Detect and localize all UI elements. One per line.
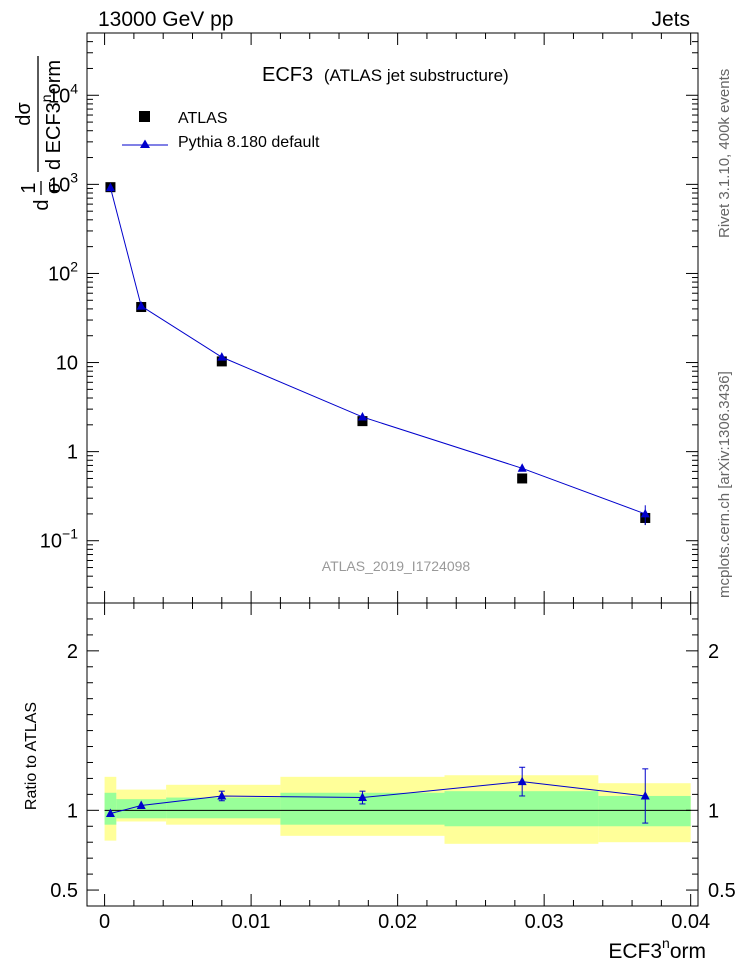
atlas-data-point [517, 473, 528, 484]
legend-pythia-marker [140, 139, 150, 148]
main-y-tick-label: 10 [56, 353, 78, 375]
ratio-series-line [110, 781, 646, 814]
ylabel-denominator: d ECF3norm [38, 60, 65, 170]
ratio-data-point [640, 790, 650, 800]
pythia-data-point [217, 352, 227, 361]
legend-atlas-marker [139, 111, 150, 122]
main-y-tick-label: 103 [48, 169, 78, 196]
ratio-y-tick-label-right: 0.5 [708, 880, 736, 902]
ratio-y-tick-label-right: 1 [708, 800, 719, 822]
ratio-data-point [217, 790, 227, 800]
pythia-data-point [105, 182, 115, 192]
rivet-version-note: Rivet 3.1.10, 400k events [716, 68, 733, 238]
ratio-plot: 0 0.01 0.02 0.03 0.04 0.5 0.5 1 1 2 2 Ratio to ATLA… [23, 602, 736, 963]
analysis-watermark: ATLAS_2019_I1724098 [322, 558, 471, 574]
ratio-plot-frame [86, 602, 699, 907]
legend-pythia-label: Pythia 8.180 default [178, 134, 320, 151]
atlas-data-point [357, 416, 368, 427]
ratio-data-point [517, 776, 527, 786]
ratio-uncertainty-band-inner [166, 797, 281, 819]
pythia-data-point [136, 301, 146, 310]
x-tick-label: 0.02 [378, 911, 417, 933]
main-y-tick-label: 10−1 [40, 526, 78, 553]
ratio-y-axis-label: Ratio to ATLAS [23, 702, 40, 810]
pythia-data-point [640, 508, 650, 518]
ratio-y-tick-label: 2 [67, 641, 78, 663]
x-tick-label: 0.01 [232, 911, 271, 933]
main-y-tick-label: 102 [48, 258, 78, 285]
ratio-y-tick-label: 0.5 [50, 880, 78, 902]
ylabel-one: 1 [18, 182, 40, 193]
pythia-data-point [357, 411, 367, 421]
main-y-tick-label: 1 [67, 442, 78, 464]
ylabel-outer-d: d [31, 199, 53, 210]
main-y-tick-label: 104 [48, 80, 78, 107]
mcplots-reference-note: mcplots.cern.ch [arXiv:1306.3436] [716, 371, 733, 598]
x-tick-label: 0.04 [671, 911, 710, 933]
ratio-data-point [136, 800, 146, 810]
x-tick-label: 0 [99, 911, 110, 933]
pythia-series-line [109, 187, 646, 515]
main-y-axis-label: d 1 σ dσ d ECF3norm [13, 56, 65, 211]
ylabel-numerator: dσ [13, 102, 35, 126]
ratio-uncertainty-band-inner [598, 795, 691, 827]
header-observable-group: Jets [651, 8, 690, 31]
ratio-y-tick-label: 1 [67, 800, 78, 822]
ratio-data-point [105, 808, 115, 818]
header-process: 13000 GeV pp [98, 8, 234, 31]
ratio-y-tick-label-right: 2 [708, 641, 719, 663]
x-axis-label: ECF3norm [608, 935, 706, 963]
x-tick-label: 0.03 [525, 911, 564, 933]
legend-atlas-label: ATLAS [178, 110, 228, 127]
ylabel-sigma: σ [43, 181, 65, 194]
pythia-data-point [517, 463, 527, 472]
plot-title: ECF3 (ATLAS jet substructure) [262, 64, 509, 86]
ratio-data-point [357, 792, 367, 802]
atlas-data-point [216, 356, 227, 367]
ratio-uncertainty-band-inner [444, 791, 599, 827]
